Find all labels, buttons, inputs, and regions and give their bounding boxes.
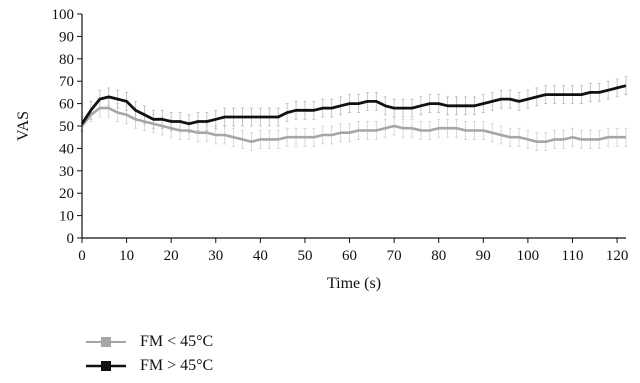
x-axis-title: Time (s) [327, 275, 381, 292]
legend-item-series-2: FM > 45°C [84, 354, 213, 378]
series-line-1 [80, 106, 626, 143]
x-tick-label: 70 [387, 248, 402, 264]
x-tick-label: 10 [119, 248, 134, 264]
legend-swatch-series-1 [86, 337, 126, 347]
error-bars [80, 76, 628, 152]
y-tick-label: 80 [59, 52, 74, 68]
legend-swatch-series-2 [86, 361, 126, 371]
x-tick-label: 90 [476, 248, 491, 264]
x-tick-label: 80 [431, 248, 446, 264]
series-lines [80, 84, 627, 143]
x-tick-label: 20 [164, 248, 179, 264]
x-tick-label: 40 [253, 248, 268, 264]
x-tick-label: 50 [297, 248, 312, 264]
x-tick-label: 30 [208, 248, 223, 264]
legend-label-series-1: FM < 45°C [140, 333, 214, 350]
series-line-2 [80, 84, 627, 126]
y-tick-label: 90 [59, 29, 74, 45]
y-tick-label: 30 [59, 164, 74, 180]
x-tick-label: 100 [517, 248, 540, 264]
x-tick-label: 110 [562, 248, 584, 264]
x-tick-label: 120 [606, 248, 629, 264]
x-tick-label: 60 [342, 248, 357, 264]
x-tick-label: 0 [78, 248, 86, 264]
axes: 0 10 20 30 40 50 60 70 80 90 100 0 10 20 30 40 50 60 70 80 9… [52, 7, 629, 264]
legend-item-series-1: FM < 45°C [84, 330, 213, 354]
legend-label-series-2: FM > 45°C [140, 357, 214, 374]
y-tick-label: 60 [59, 97, 74, 113]
y-tick-label: 10 [59, 209, 74, 225]
y-tick-label: 70 [59, 74, 74, 90]
y-axis-title: VAS [15, 111, 32, 141]
chart-legend: FM < 45°C FM > 45°C [84, 330, 213, 378]
y-tick-label: 0 [67, 231, 75, 247]
y-tick-label: 50 [59, 119, 74, 135]
y-tick-label: 100 [52, 7, 75, 23]
y-tick-label: 40 [59, 141, 74, 157]
y-tick-label: 20 [59, 186, 74, 202]
